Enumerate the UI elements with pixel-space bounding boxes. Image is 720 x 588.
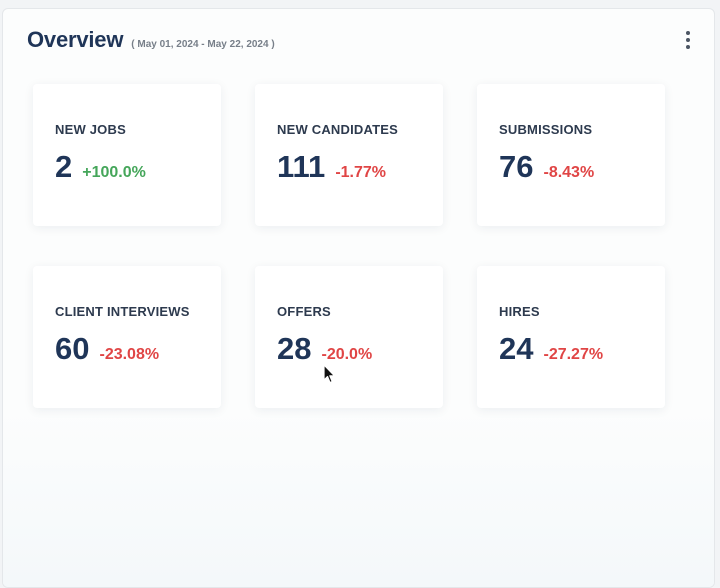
metric-change: -23.08% (99, 346, 160, 363)
metric-change: -8.43% (543, 164, 595, 181)
overview-panel: Overview ( May 01, 2024 - May 22, 2024 )… (2, 8, 715, 588)
metric-label: SUBMISSIONS (499, 122, 593, 137)
mouse-pointer-icon (323, 364, 336, 384)
metric-label: HIRES (499, 304, 540, 319)
metric-card-client-interviews[interactable]: CLIENT INTERVIEWS 60 -23.08% (33, 266, 221, 408)
metric-value: 60 (55, 331, 90, 366)
metric-label: OFFERS (277, 304, 331, 319)
overview-header: Overview ( May 01, 2024 - May 22, 2024 ) (27, 27, 275, 53)
metric-value: 2 (55, 149, 73, 184)
metric-card-hires[interactable]: HIRES 24 -27.27% (477, 266, 665, 408)
metric-label: NEW JOBS (55, 122, 126, 137)
metric-card-submissions[interactable]: SUBMISSIONS 76 -8.43% (477, 84, 665, 226)
overview-title: Overview (27, 27, 124, 52)
metric-card-offers[interactable]: OFFERS 28 -20.0% (255, 266, 443, 408)
metric-value: 76 (499, 149, 534, 184)
metric-change: -1.77% (335, 164, 387, 181)
metric-change: -20.0% (321, 346, 373, 363)
metric-label: CLIENT INTERVIEWS (55, 304, 190, 319)
overview-date-range: ( May 01, 2024 - May 22, 2024 ) (131, 39, 275, 50)
metric-card-new-candidates[interactable]: NEW CANDIDATES 111 -1.77% (255, 84, 443, 226)
metric-label: NEW CANDIDATES (277, 122, 398, 137)
metric-change: +100.0% (82, 164, 146, 181)
metrics-grid: NEW JOBS 2 +100.0% NEW CANDIDATES 111 -1… (33, 84, 673, 408)
metric-value: 111 (277, 149, 326, 184)
metric-change: -27.27% (543, 346, 604, 363)
more-vertical-icon[interactable] (684, 31, 692, 49)
metric-card-new-jobs[interactable]: NEW JOBS 2 +100.0% (33, 84, 221, 226)
metric-value: 28 (277, 331, 312, 366)
metric-value: 24 (499, 331, 534, 366)
panel-background-fade (3, 407, 714, 587)
